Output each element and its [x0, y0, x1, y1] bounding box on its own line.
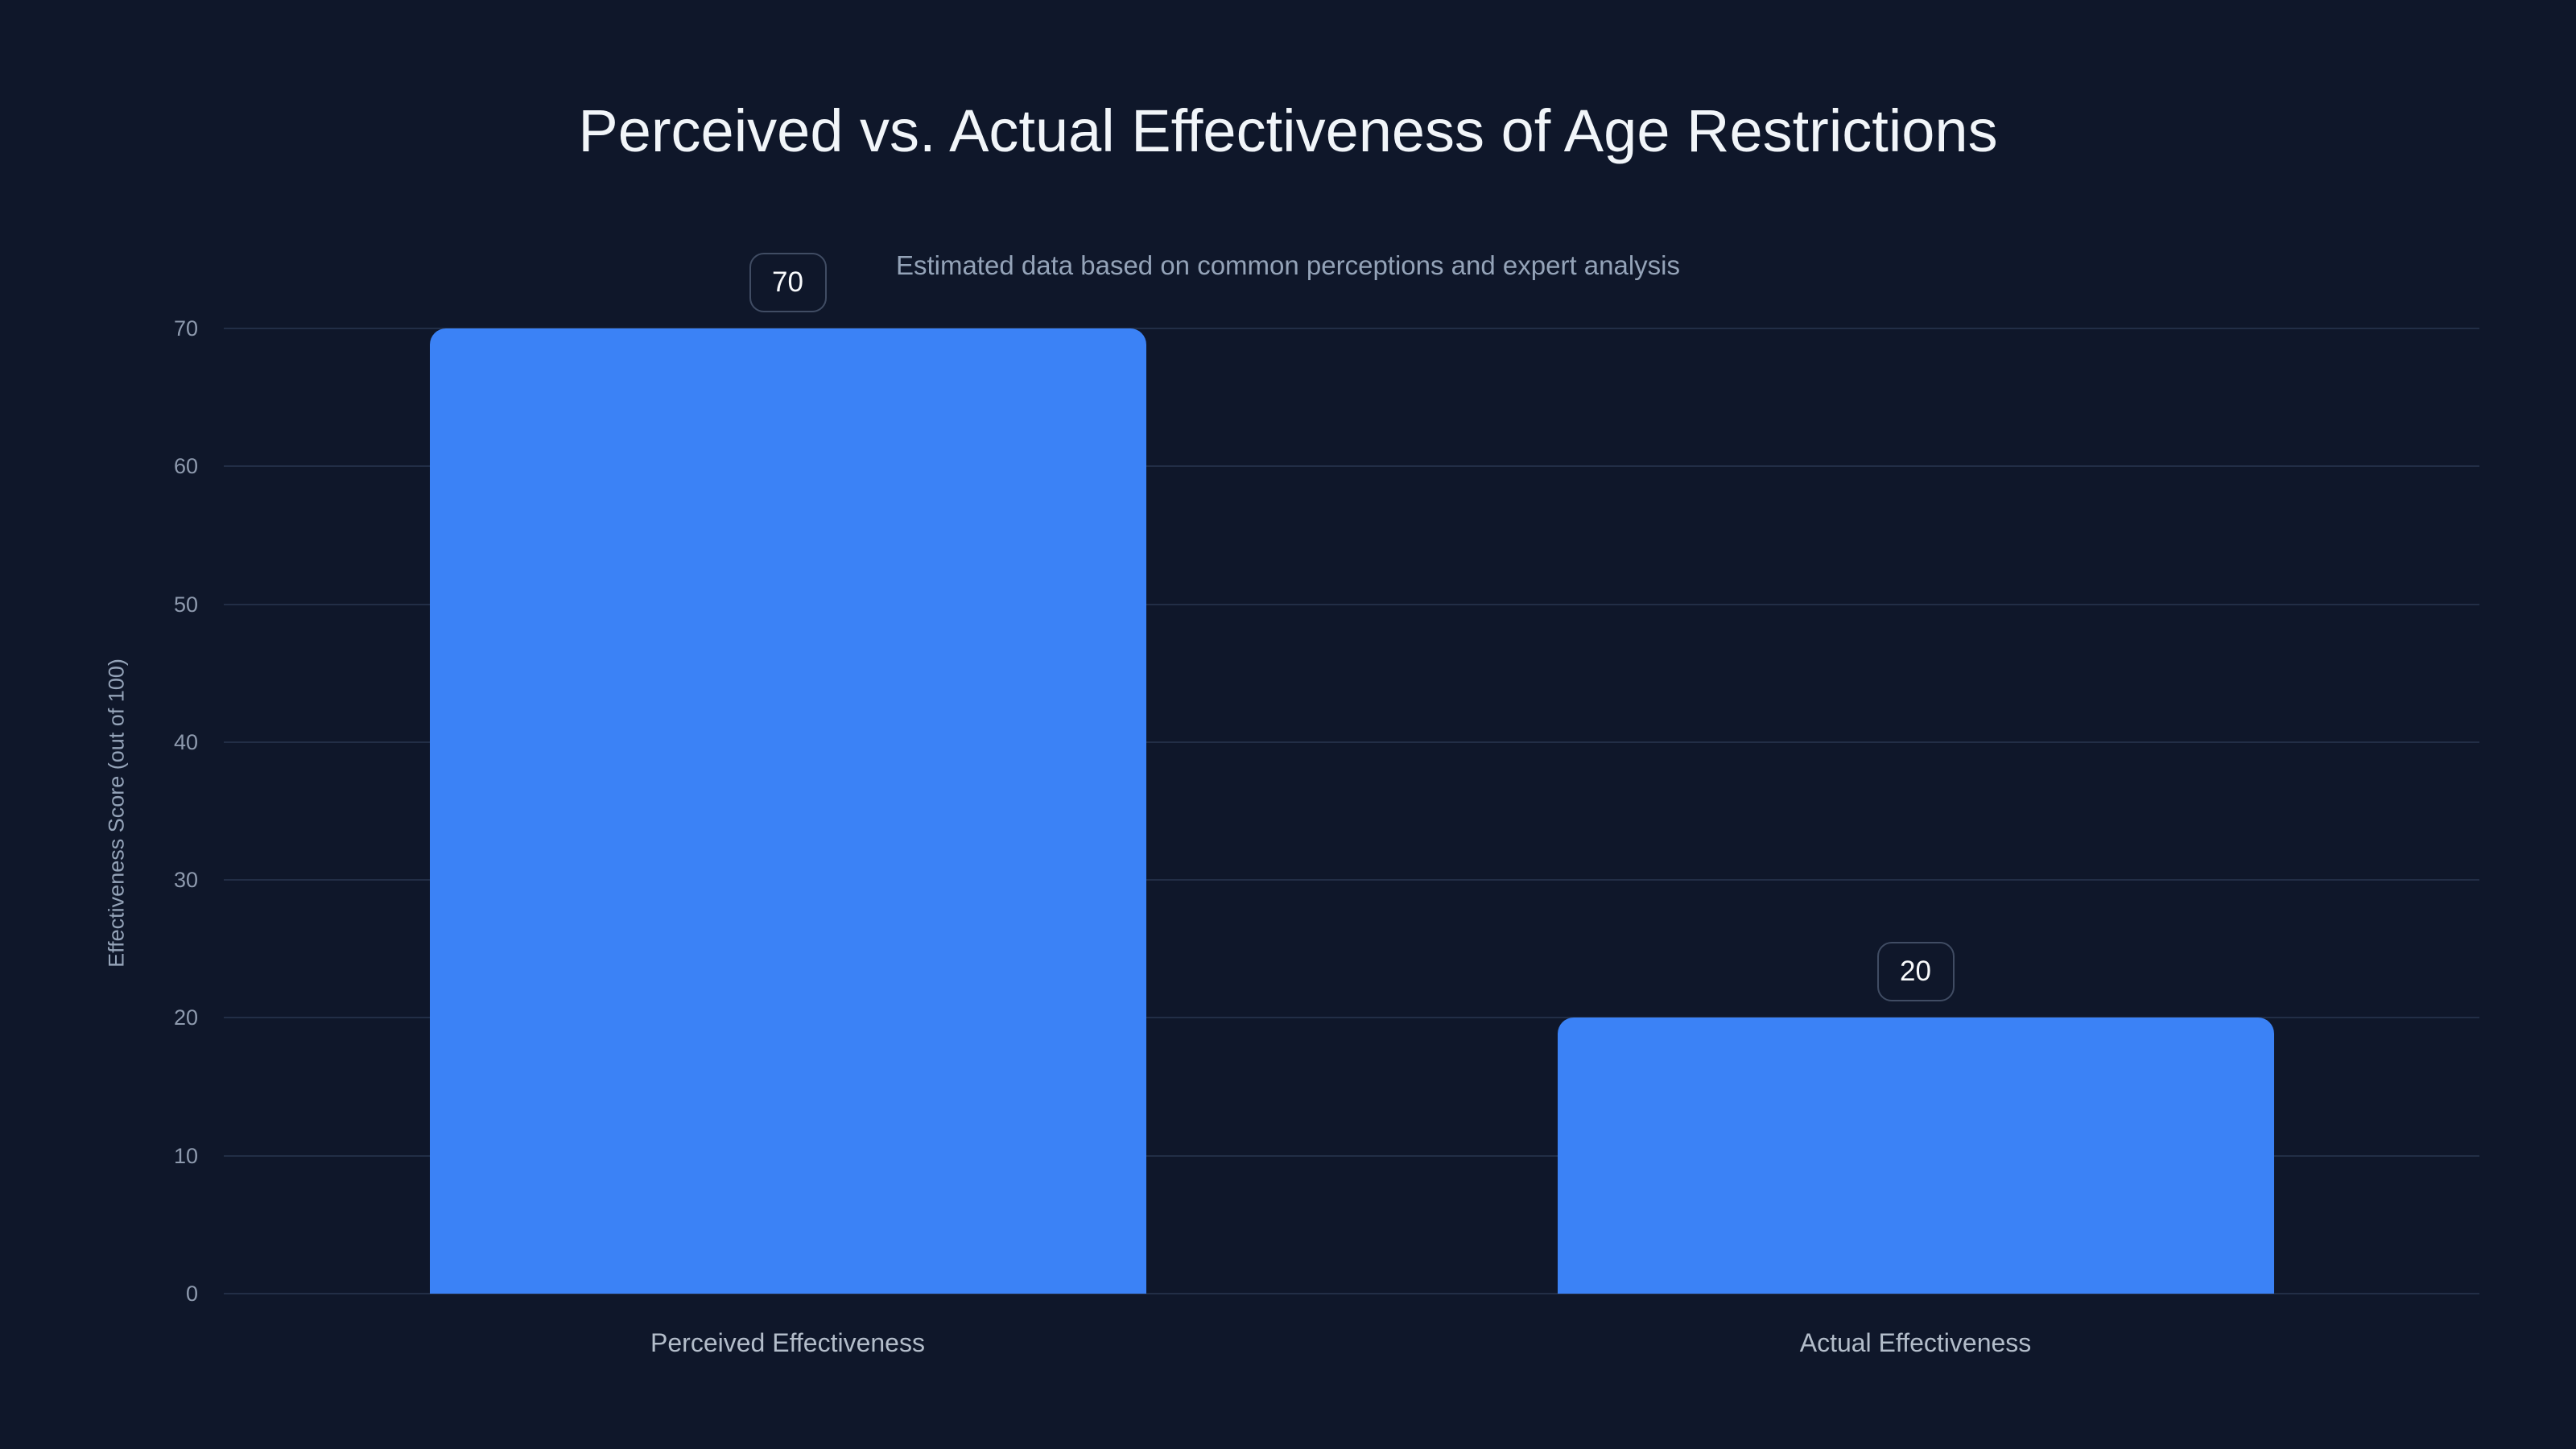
y-tick-label: 0 [185, 1282, 198, 1306]
x-category-label: Actual Effectiveness [1799, 1328, 2032, 1357]
y-tick-label: 60 [173, 454, 198, 479]
gridline [224, 1154, 2479, 1157]
value-badge: 20 [1876, 942, 1955, 1002]
gridline [224, 1293, 2479, 1294]
y-tick-label: 20 [173, 1005, 198, 1030]
chart-bar[interactable] [429, 328, 1146, 1294]
gridline [224, 328, 2479, 329]
y-tick-label: 40 [173, 729, 198, 754]
gridline [224, 879, 2479, 881]
gridline [224, 603, 2479, 605]
gridline [224, 1017, 2479, 1019]
y-tick-label: 30 [173, 868, 198, 893]
chart-subtitle: Estimated data based on common perceptio… [895, 250, 1681, 280]
x-category-label: Perceived Effectiveness [650, 1328, 925, 1357]
y-tick-label: 50 [173, 592, 198, 617]
y-tick-label: 70 [173, 316, 198, 341]
value-badge: 70 [749, 253, 827, 312]
chart-title: Perceived vs. Actual Effectiveness of Ag… [578, 97, 1998, 164]
y-tick-label: 10 [173, 1143, 198, 1168]
chart-bar[interactable] [1557, 1018, 2274, 1294]
gridline [224, 465, 2479, 468]
gridline [224, 741, 2479, 743]
